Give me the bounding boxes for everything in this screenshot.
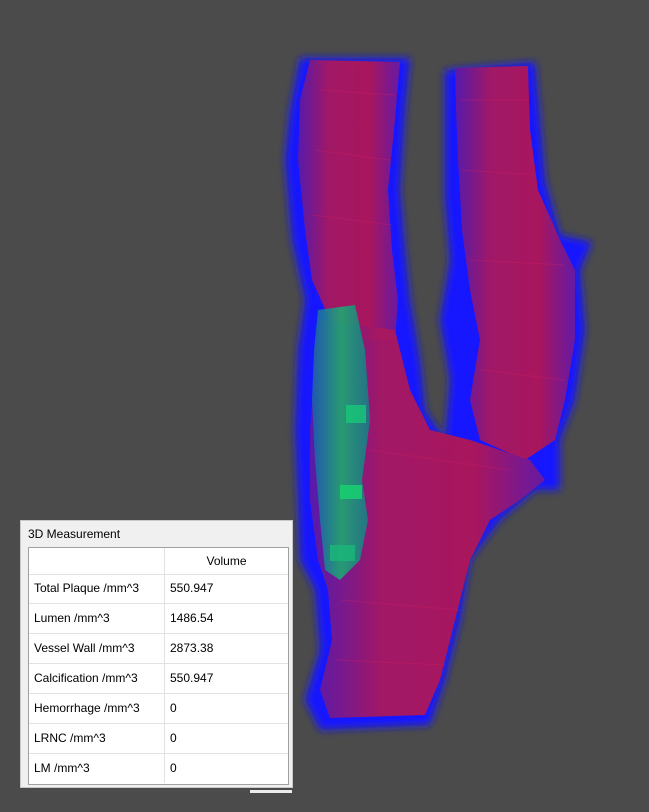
- row-value[interactable]: 2873.38: [170, 641, 214, 655]
- right-branch-wall: [455, 66, 575, 460]
- table-row[interactable]: Total Plaque /mm^3 550.947: [29, 574, 288, 604]
- table-row[interactable]: LM /mm^3 0: [29, 754, 288, 784]
- row-label: Calcification /mm^3: [29, 664, 165, 693]
- table-corner-cell: [29, 548, 165, 574]
- table-row[interactable]: Calcification /mm^3 550.947: [29, 664, 288, 694]
- panel-resize-strip: [250, 790, 292, 793]
- row-value[interactable]: 550.947: [170, 581, 214, 595]
- plaque-region: [312, 305, 370, 580]
- plaque-highlight-1: [346, 405, 366, 423]
- row-label: Hemorrhage /mm^3: [29, 694, 165, 723]
- measurement-table: Volume Total Plaque /mm^3 550.947 Lumen …: [28, 547, 289, 785]
- panel-title: 3D Measurement: [28, 527, 121, 541]
- table-header: Volume: [29, 548, 288, 575]
- row-value[interactable]: 1486.54: [170, 611, 214, 625]
- table-row[interactable]: Lumen /mm^3 1486.54: [29, 604, 288, 634]
- column-header-volume: Volume: [206, 554, 247, 568]
- row-label: LRNC /mm^3: [29, 724, 165, 753]
- left-branch-wall: [298, 60, 400, 340]
- table-row[interactable]: Vessel Wall /mm^3 2873.38: [29, 634, 288, 664]
- row-value[interactable]: 0: [170, 731, 177, 745]
- row-label: Vessel Wall /mm^3: [29, 634, 165, 663]
- row-value[interactable]: 0: [170, 761, 177, 775]
- surface-texture: [311, 89, 566, 666]
- table-row[interactable]: LRNC /mm^3 0: [29, 724, 288, 754]
- table-row[interactable]: Hemorrhage /mm^3 0: [29, 694, 288, 724]
- plaque-highlight-2: [340, 485, 362, 499]
- plaque-highlight-3: [330, 545, 355, 561]
- row-label: LM /mm^3: [29, 754, 165, 783]
- row-value[interactable]: 0: [170, 701, 177, 715]
- row-label: Lumen /mm^3: [29, 604, 165, 633]
- row-label: Total Plaque /mm^3: [29, 574, 165, 603]
- measurement-panel: 3D Measurement Volume Total Plaque /mm^3…: [20, 520, 293, 788]
- row-value[interactable]: 550.947: [170, 671, 214, 685]
